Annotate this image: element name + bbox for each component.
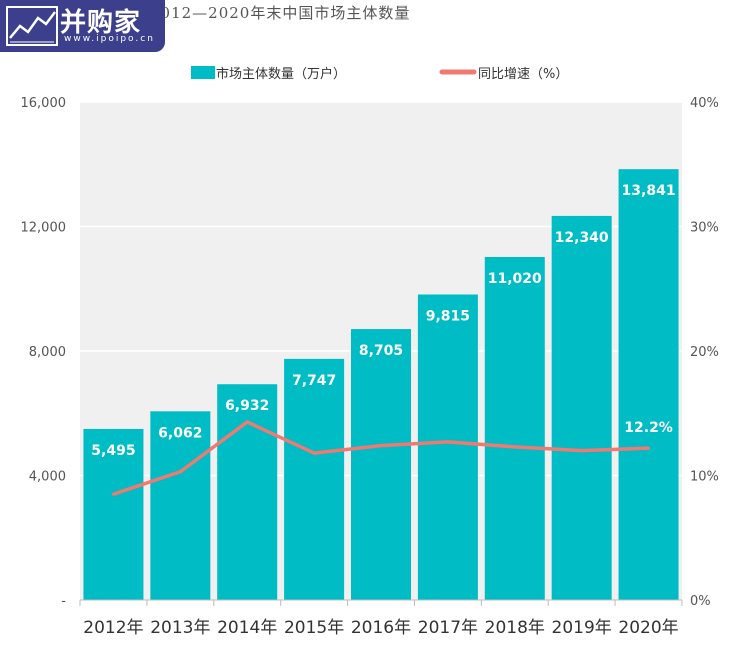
x-tick-label: 2018年 [485,618,545,638]
bar [150,411,211,600]
line-point [178,470,182,474]
bar [83,428,144,600]
x-tick-label: 2020年 [618,618,678,638]
line-point [111,492,115,496]
legend-label-line: 同比增速（%） [478,67,568,82]
bar-value-label: 5,495 [91,443,135,459]
bar-value-label: 11,020 [488,271,542,287]
y-left-tick-label: - [61,594,66,609]
bar-value-label: 7,747 [292,373,336,389]
y-left-tick-label: 12,000 [21,221,67,236]
x-tick-label: 2017年 [418,618,478,638]
bar-value-label: 13,841 [622,183,676,199]
bar [618,169,679,601]
line-point [446,440,450,444]
logo-url: www.ipoipo.cn [64,34,155,44]
bar [417,294,478,600]
line-point [647,446,651,450]
bar-value-label: 6,062 [158,425,202,441]
line-point [245,420,249,424]
line-point [379,444,383,448]
logo-name: 并购家 [60,8,142,38]
line-point [580,449,584,453]
line-point [312,451,316,455]
legend-swatch-bar [191,66,215,79]
legend-label-bar: 市场主体数量（万户） [216,66,346,82]
x-axis: 2012年 2013年 2014年 2015年 2016年 2017年 2018年 2019年… [79,599,683,638]
x-tick-label: 2014年 [217,618,277,638]
line-data-labels: 12.2% [624,420,673,436]
bar-data-labels: 5,495 6,062 6,932 7,747 8,705 9,815 11,020 12,3… [91,183,675,459]
legend: 市场主体数量（万户） 同比增速（%） [191,66,568,82]
x-tick-label: 2016年 [351,618,411,638]
x-tick-label: 2013年 [150,618,210,638]
bar-value-label: 9,815 [426,309,470,325]
bar [551,215,612,601]
bar-value-label: 8,705 [359,343,403,359]
bar [351,329,411,600]
y-right-tick-label: 30% [690,221,719,236]
y-axis-left: - 4,000 8,000 12,000 16,000 [21,96,67,609]
bar [284,358,345,600]
y-left-tick-label: 8,000 [29,345,66,360]
y-right-tick-label: 20% [690,345,719,360]
x-tick-label: 2015年 [284,618,344,638]
bar [217,384,278,600]
y-left-tick-label: 4,000 [29,470,66,485]
line-value-label: 12.2% [624,420,673,436]
bar-value-label: 6,932 [225,398,269,414]
y-axis-right: 0% 10% 20% 30% 40% [690,96,719,609]
x-tick-label: 2019年 [552,618,612,638]
chart-title: 2012—2020年末中国市场主体数量 [150,4,411,22]
bar-series [83,169,679,601]
line-series [111,420,651,496]
y-left-tick-label: 16,000 [21,96,67,111]
logo-chart-icon [6,6,58,46]
y-right-tick-label: 0% [690,594,711,609]
y-right-tick-label: 10% [690,470,719,485]
logo: 并购家 www.ipoipo.cn [0,0,165,52]
bar [484,257,545,600]
x-tick-label: 2012年 [83,618,143,638]
line-point [513,445,517,449]
bar-value-label: 12,340 [555,230,609,246]
y-right-tick-label: 40% [690,96,719,111]
